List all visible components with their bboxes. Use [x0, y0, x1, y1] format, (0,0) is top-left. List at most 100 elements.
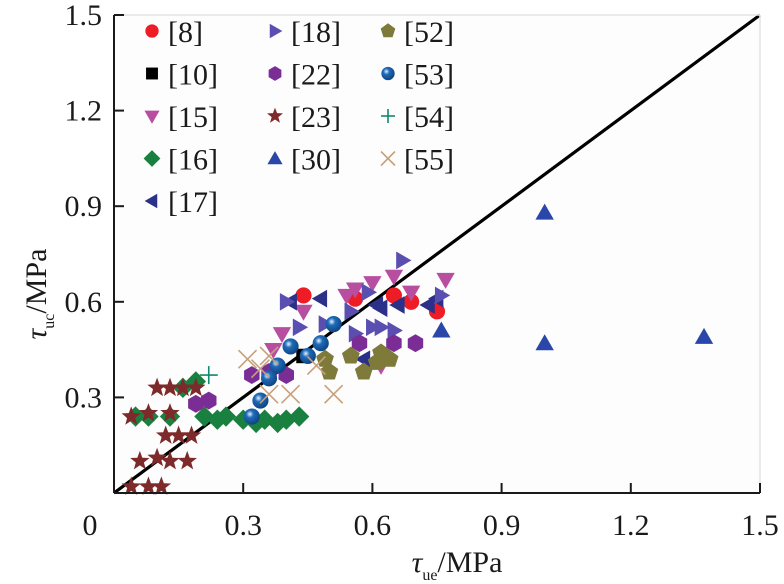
- y-tick-label: 1.2: [65, 95, 103, 128]
- data-point: [363, 276, 382, 293]
- data-point: [281, 384, 301, 404]
- legend-item-18: [18]: [269, 16, 341, 49]
- legend-marker-icon: [146, 67, 158, 80]
- legend-item-53: [53]: [381, 59, 454, 92]
- data-point: [201, 391, 217, 410]
- x-tick-label: 1.5: [741, 509, 779, 542]
- data-point: [252, 392, 269, 409]
- legend-label: [53]: [404, 59, 454, 92]
- data-point: [311, 289, 328, 308]
- data-point: [147, 377, 167, 397]
- data-point: [380, 349, 399, 367]
- data-point: [160, 403, 180, 422]
- legend-item-22: [22]: [268, 59, 341, 92]
- legend-label: [30]: [291, 144, 341, 177]
- x-axis-title-unit: /MPa: [437, 546, 502, 579]
- legend-label: [18]: [291, 16, 341, 49]
- data-point: [259, 384, 279, 404]
- data-point: [292, 318, 309, 337]
- legend-label: [55]: [404, 144, 454, 177]
- data-point: [389, 296, 405, 314]
- legend-marker-icon: [380, 150, 396, 167]
- data-point: [535, 334, 554, 351]
- data-point: [188, 394, 204, 413]
- legend-item-30: [30]: [267, 144, 341, 177]
- y-tick-label: 0.9: [65, 190, 103, 223]
- legend-marker-icon: [267, 107, 283, 123]
- y-tick-label: 1.5: [65, 0, 103, 32]
- series-23: [121, 377, 206, 495]
- data-point: [160, 377, 180, 397]
- data-point: [325, 316, 342, 333]
- data-point: [259, 346, 279, 366]
- data-point: [324, 384, 344, 404]
- data-point: [361, 283, 378, 302]
- data-point: [419, 296, 435, 314]
- legend-label: [52]: [404, 16, 454, 49]
- data-point: [694, 327, 714, 344]
- legend-label: [54]: [404, 101, 454, 134]
- data-point: [436, 272, 455, 289]
- y-axis-title-subscript: uc: [41, 314, 58, 329]
- series-30: [432, 203, 714, 351]
- legend-label: [17]: [168, 186, 218, 219]
- series-52: [316, 343, 399, 380]
- data-point: [151, 476, 172, 495]
- legend-label: [22]: [291, 59, 341, 92]
- legend-item-16: [16]: [143, 144, 218, 177]
- data-point: [243, 408, 260, 425]
- x-axis-title: τue/MPa: [412, 546, 503, 584]
- data-point: [168, 425, 189, 444]
- series-54: [199, 366, 218, 385]
- data-point: [401, 285, 421, 302]
- data-point: [282, 338, 299, 355]
- legend-marker-icon: [380, 23, 396, 38]
- data-point: [374, 318, 390, 337]
- data-point: [121, 406, 141, 425]
- legend-item-8: [8]: [145, 16, 203, 49]
- data-point: [432, 321, 451, 338]
- data-point: [160, 450, 180, 470]
- data-point: [434, 286, 451, 305]
- data-point: [320, 362, 339, 380]
- data-point: [366, 318, 382, 337]
- data-point: [130, 450, 150, 470]
- data-point: [295, 287, 312, 304]
- data-point: [535, 203, 554, 220]
- data-point: [244, 366, 260, 385]
- data-point: [351, 334, 368, 353]
- y-tick-label: 0.3: [65, 381, 103, 414]
- data-point: [199, 366, 218, 385]
- data-point: [138, 403, 159, 422]
- data-point: [306, 355, 326, 376]
- series-22: [188, 334, 424, 413]
- data-point: [186, 377, 206, 397]
- legend-marker-icon: [267, 151, 283, 165]
- legend-marker-icon: [269, 23, 283, 39]
- legend-marker-icon: [144, 110, 160, 124]
- data-point: [194, 406, 215, 427]
- data-point: [348, 324, 365, 343]
- data-point: [272, 327, 292, 344]
- data-point: [237, 349, 258, 369]
- data-point: [155, 425, 176, 444]
- data-point: [387, 321, 403, 340]
- data-point: [288, 406, 310, 427]
- x-axis-title-subscript: ue: [422, 567, 437, 584]
- data-point: [403, 293, 420, 310]
- data-point: [121, 476, 141, 495]
- data-point: [407, 334, 424, 353]
- x-tick-label: 0.9: [483, 509, 521, 542]
- x-axis-title-symbol: τ: [412, 546, 424, 579]
- y-axis-title: τuc/MPa: [20, 249, 58, 340]
- y-axis-title-symbol: τ: [20, 327, 53, 339]
- y-axis-title-unit: /MPa: [20, 249, 53, 314]
- legend-label: [10]: [168, 59, 218, 92]
- data-points-layer: [121, 203, 714, 495]
- data-point: [385, 287, 403, 304]
- data-point: [177, 450, 197, 470]
- legend-marker-icon: [268, 66, 282, 81]
- legend-marker-icon: [143, 150, 161, 167]
- y-tick-label: 0.6: [65, 286, 103, 319]
